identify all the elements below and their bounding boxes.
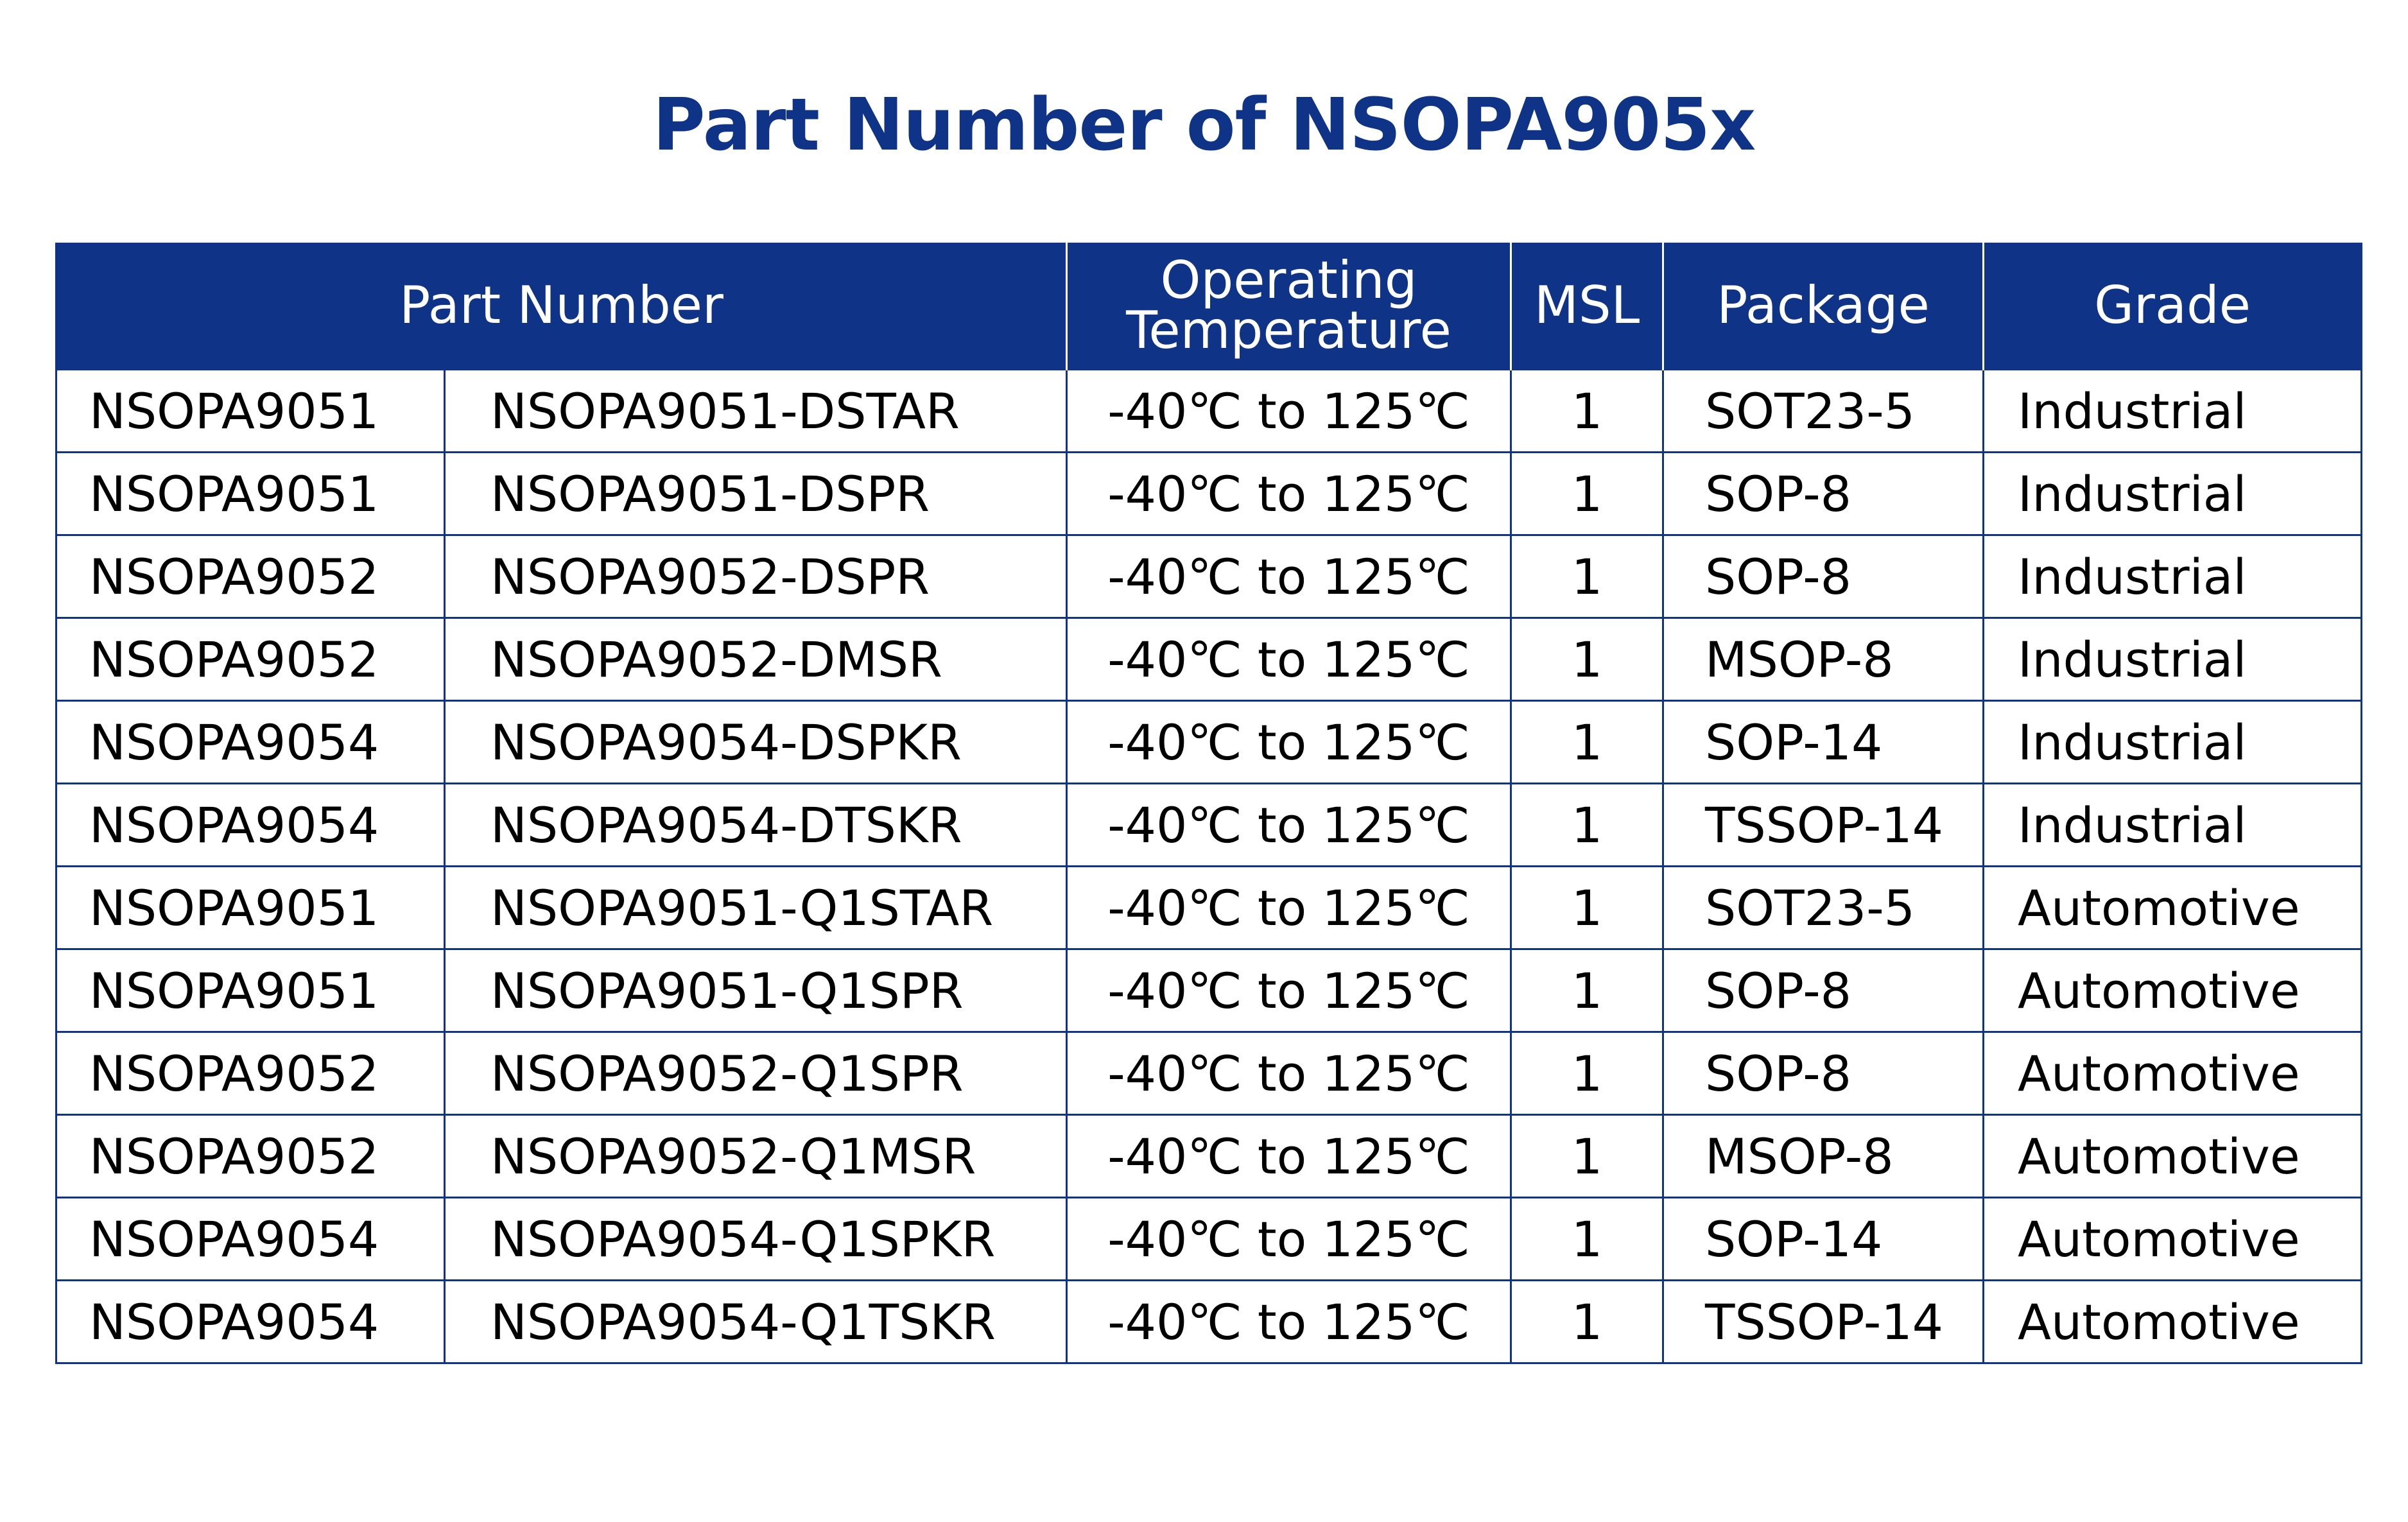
operating-temperature-cell: -40℃ to 125℃ (1066, 1114, 1512, 1198)
msl-cell: 1 (1510, 1197, 1665, 1281)
table-header-row: Part Number Operating Temperature MSL Pa… (55, 243, 2363, 370)
table-row: NSOPA9054 NSOPA9054-Q1SPKR -40℃ to 125℃ 1 SO… (55, 1197, 2363, 1281)
table-row: NSOPA9052 NSOPA9052-Q1SPR -40℃ to 125℃ 1 SOP… (55, 1031, 2363, 1116)
msl-cell: 1 (1510, 451, 1665, 536)
header-package: Package (1662, 243, 1985, 370)
msl-cell: 1 (1510, 865, 1665, 950)
msl-cell: 1 (1510, 1114, 1665, 1198)
package-cell: SOT23-5 (1662, 368, 1985, 453)
table-row: NSOPA9054 NSOPA9054-Q1TSKR -40℃ to 125℃ 1 TS… (55, 1279, 2363, 1364)
orderable-part-number-cell: NSOPA9054-DSPKR (443, 700, 1068, 784)
orderable-part-number-cell: NSOPA9052-Q1MSR (443, 1114, 1068, 1198)
header-msl: MSL (1510, 243, 1665, 370)
table-row: NSOPA9054 NSOPA9054-DSPKR -40℃ to 125℃ 1 SOP… (55, 700, 2363, 784)
operating-temperature-cell: -40℃ to 125℃ (1066, 451, 1512, 536)
grade-cell: Industrial (1982, 368, 2363, 453)
grade-cell: Automotive (1982, 1114, 2363, 1198)
base-part-number-cell: NSOPA9051 (55, 865, 446, 950)
package-cell: TSSOP-14 (1662, 1279, 1985, 1364)
grade-cell: Industrial (1982, 700, 2363, 784)
base-part-number-cell: NSOPA9054 (55, 783, 446, 867)
header-grade: Grade (1982, 243, 2363, 370)
orderable-part-number-cell: NSOPA9051-DSTAR (443, 368, 1068, 453)
table-row: NSOPA9052 NSOPA9052-Q1MSR -40℃ to 125℃ 1 MSO… (55, 1114, 2363, 1198)
operating-temperature-cell: -40℃ to 125℃ (1066, 1031, 1512, 1116)
operating-temperature-cell: -40℃ to 125℃ (1066, 948, 1512, 1033)
base-part-number-cell: NSOPA9054 (55, 700, 446, 784)
orderable-part-number-cell: NSOPA9052-DSPR (443, 534, 1068, 619)
grade-cell: Automotive (1982, 1197, 2363, 1281)
grade-cell: Automotive (1982, 1279, 2363, 1364)
orderable-part-number-cell: NSOPA9052-DMSR (443, 617, 1068, 702)
orderable-part-number-cell: NSOPA9051-Q1SPR (443, 948, 1068, 1033)
package-cell: SOP-8 (1662, 1031, 1985, 1116)
grade-cell: Automotive (1982, 865, 2363, 950)
package-cell: SOT23-5 (1662, 865, 1985, 950)
grade-cell: Industrial (1982, 534, 2363, 619)
table-row: NSOPA9051 NSOPA9051-Q1STAR -40℃ to 125℃ 1 SO… (55, 865, 2363, 950)
grade-cell: Automotive (1982, 1031, 2363, 1116)
package-cell: SOP-8 (1662, 451, 1985, 536)
operating-temperature-cell: -40℃ to 125℃ (1066, 617, 1512, 702)
base-part-number-cell: NSOPA9054 (55, 1197, 446, 1281)
header-part-number: Part Number (55, 243, 1068, 370)
operating-temperature-cell: -40℃ to 125℃ (1066, 1279, 1512, 1364)
base-part-number-cell: NSOPA9051 (55, 368, 446, 453)
package-cell: MSOP-8 (1662, 1114, 1985, 1198)
orderable-part-number-cell: NSOPA9052-Q1SPR (443, 1031, 1068, 1116)
operating-temperature-cell: -40℃ to 125℃ (1066, 700, 1512, 784)
base-part-number-cell: NSOPA9051 (55, 948, 446, 1033)
page-title: Part Number of NSOPA905x (652, 83, 1756, 167)
msl-cell: 1 (1510, 1031, 1665, 1116)
grade-cell: Industrial (1982, 783, 2363, 867)
msl-cell: 1 (1510, 534, 1665, 619)
orderable-part-number-cell: NSOPA9054-DTSKR (443, 783, 1068, 867)
orderable-part-number-cell: NSOPA9051-Q1STAR (443, 865, 1068, 950)
grade-cell: Automotive (1982, 948, 2363, 1033)
msl-cell: 1 (1510, 700, 1665, 784)
package-cell: TSSOP-14 (1662, 783, 1985, 867)
msl-cell: 1 (1510, 948, 1665, 1033)
table-row: NSOPA9051 NSOPA9051-DSTAR -40℃ to 125℃ 1 SOT… (55, 368, 2363, 453)
msl-cell: 1 (1510, 1279, 1665, 1364)
package-cell: MSOP-8 (1662, 617, 1985, 702)
base-part-number-cell: NSOPA9054 (55, 1279, 446, 1364)
operating-temperature-cell: -40℃ to 125℃ (1066, 865, 1512, 950)
base-part-number-cell: NSOPA9052 (55, 1031, 446, 1116)
base-part-number-cell: NSOPA9052 (55, 617, 446, 702)
package-cell: SOP-14 (1662, 700, 1985, 784)
table-row: NSOPA9054 NSOPA9054-DTSKR -40℃ to 125℃ 1 TSS… (55, 783, 2363, 867)
part-number-table: Part Number Operating Temperature MSL Pa… (55, 243, 2363, 1364)
orderable-part-number-cell: NSOPA9054-Q1TSKR (443, 1279, 1068, 1364)
base-part-number-cell: NSOPA9052 (55, 1114, 446, 1198)
msl-cell: 1 (1510, 783, 1665, 867)
package-cell: SOP-14 (1662, 1197, 1985, 1281)
base-part-number-cell: NSOPA9052 (55, 534, 446, 619)
package-cell: SOP-8 (1662, 948, 1985, 1033)
msl-cell: 1 (1510, 617, 1665, 702)
table-row: NSOPA9052 NSOPA9052-DMSR -40℃ to 125℃ 1 MSOP… (55, 617, 2363, 702)
operating-temperature-cell: -40℃ to 125℃ (1066, 368, 1512, 453)
table-row: NSOPA9051 NSOPA9051-DSPR -40℃ to 125℃ 1 SOP-… (55, 451, 2363, 536)
table-row: NSOPA9051 NSOPA9051-Q1SPR -40℃ to 125℃ 1 SOP… (55, 948, 2363, 1033)
header-operating-temperature: Operating Temperature (1066, 243, 1512, 370)
orderable-part-number-cell: NSOPA9054-Q1SPKR (443, 1197, 1068, 1281)
table-row: NSOPA9052 NSOPA9052-DSPR -40℃ to 125℃ 1 SOP-… (55, 534, 2363, 619)
grade-cell: Industrial (1982, 617, 2363, 702)
grade-cell: Industrial (1982, 451, 2363, 536)
operating-temperature-cell: -40℃ to 125℃ (1066, 534, 1512, 619)
msl-cell: 1 (1510, 368, 1665, 453)
operating-temperature-cell: -40℃ to 125℃ (1066, 783, 1512, 867)
package-cell: SOP-8 (1662, 534, 1985, 619)
base-part-number-cell: NSOPA9051 (55, 451, 446, 536)
orderable-part-number-cell: NSOPA9051-DSPR (443, 451, 1068, 536)
operating-temperature-cell: -40℃ to 125℃ (1066, 1197, 1512, 1281)
